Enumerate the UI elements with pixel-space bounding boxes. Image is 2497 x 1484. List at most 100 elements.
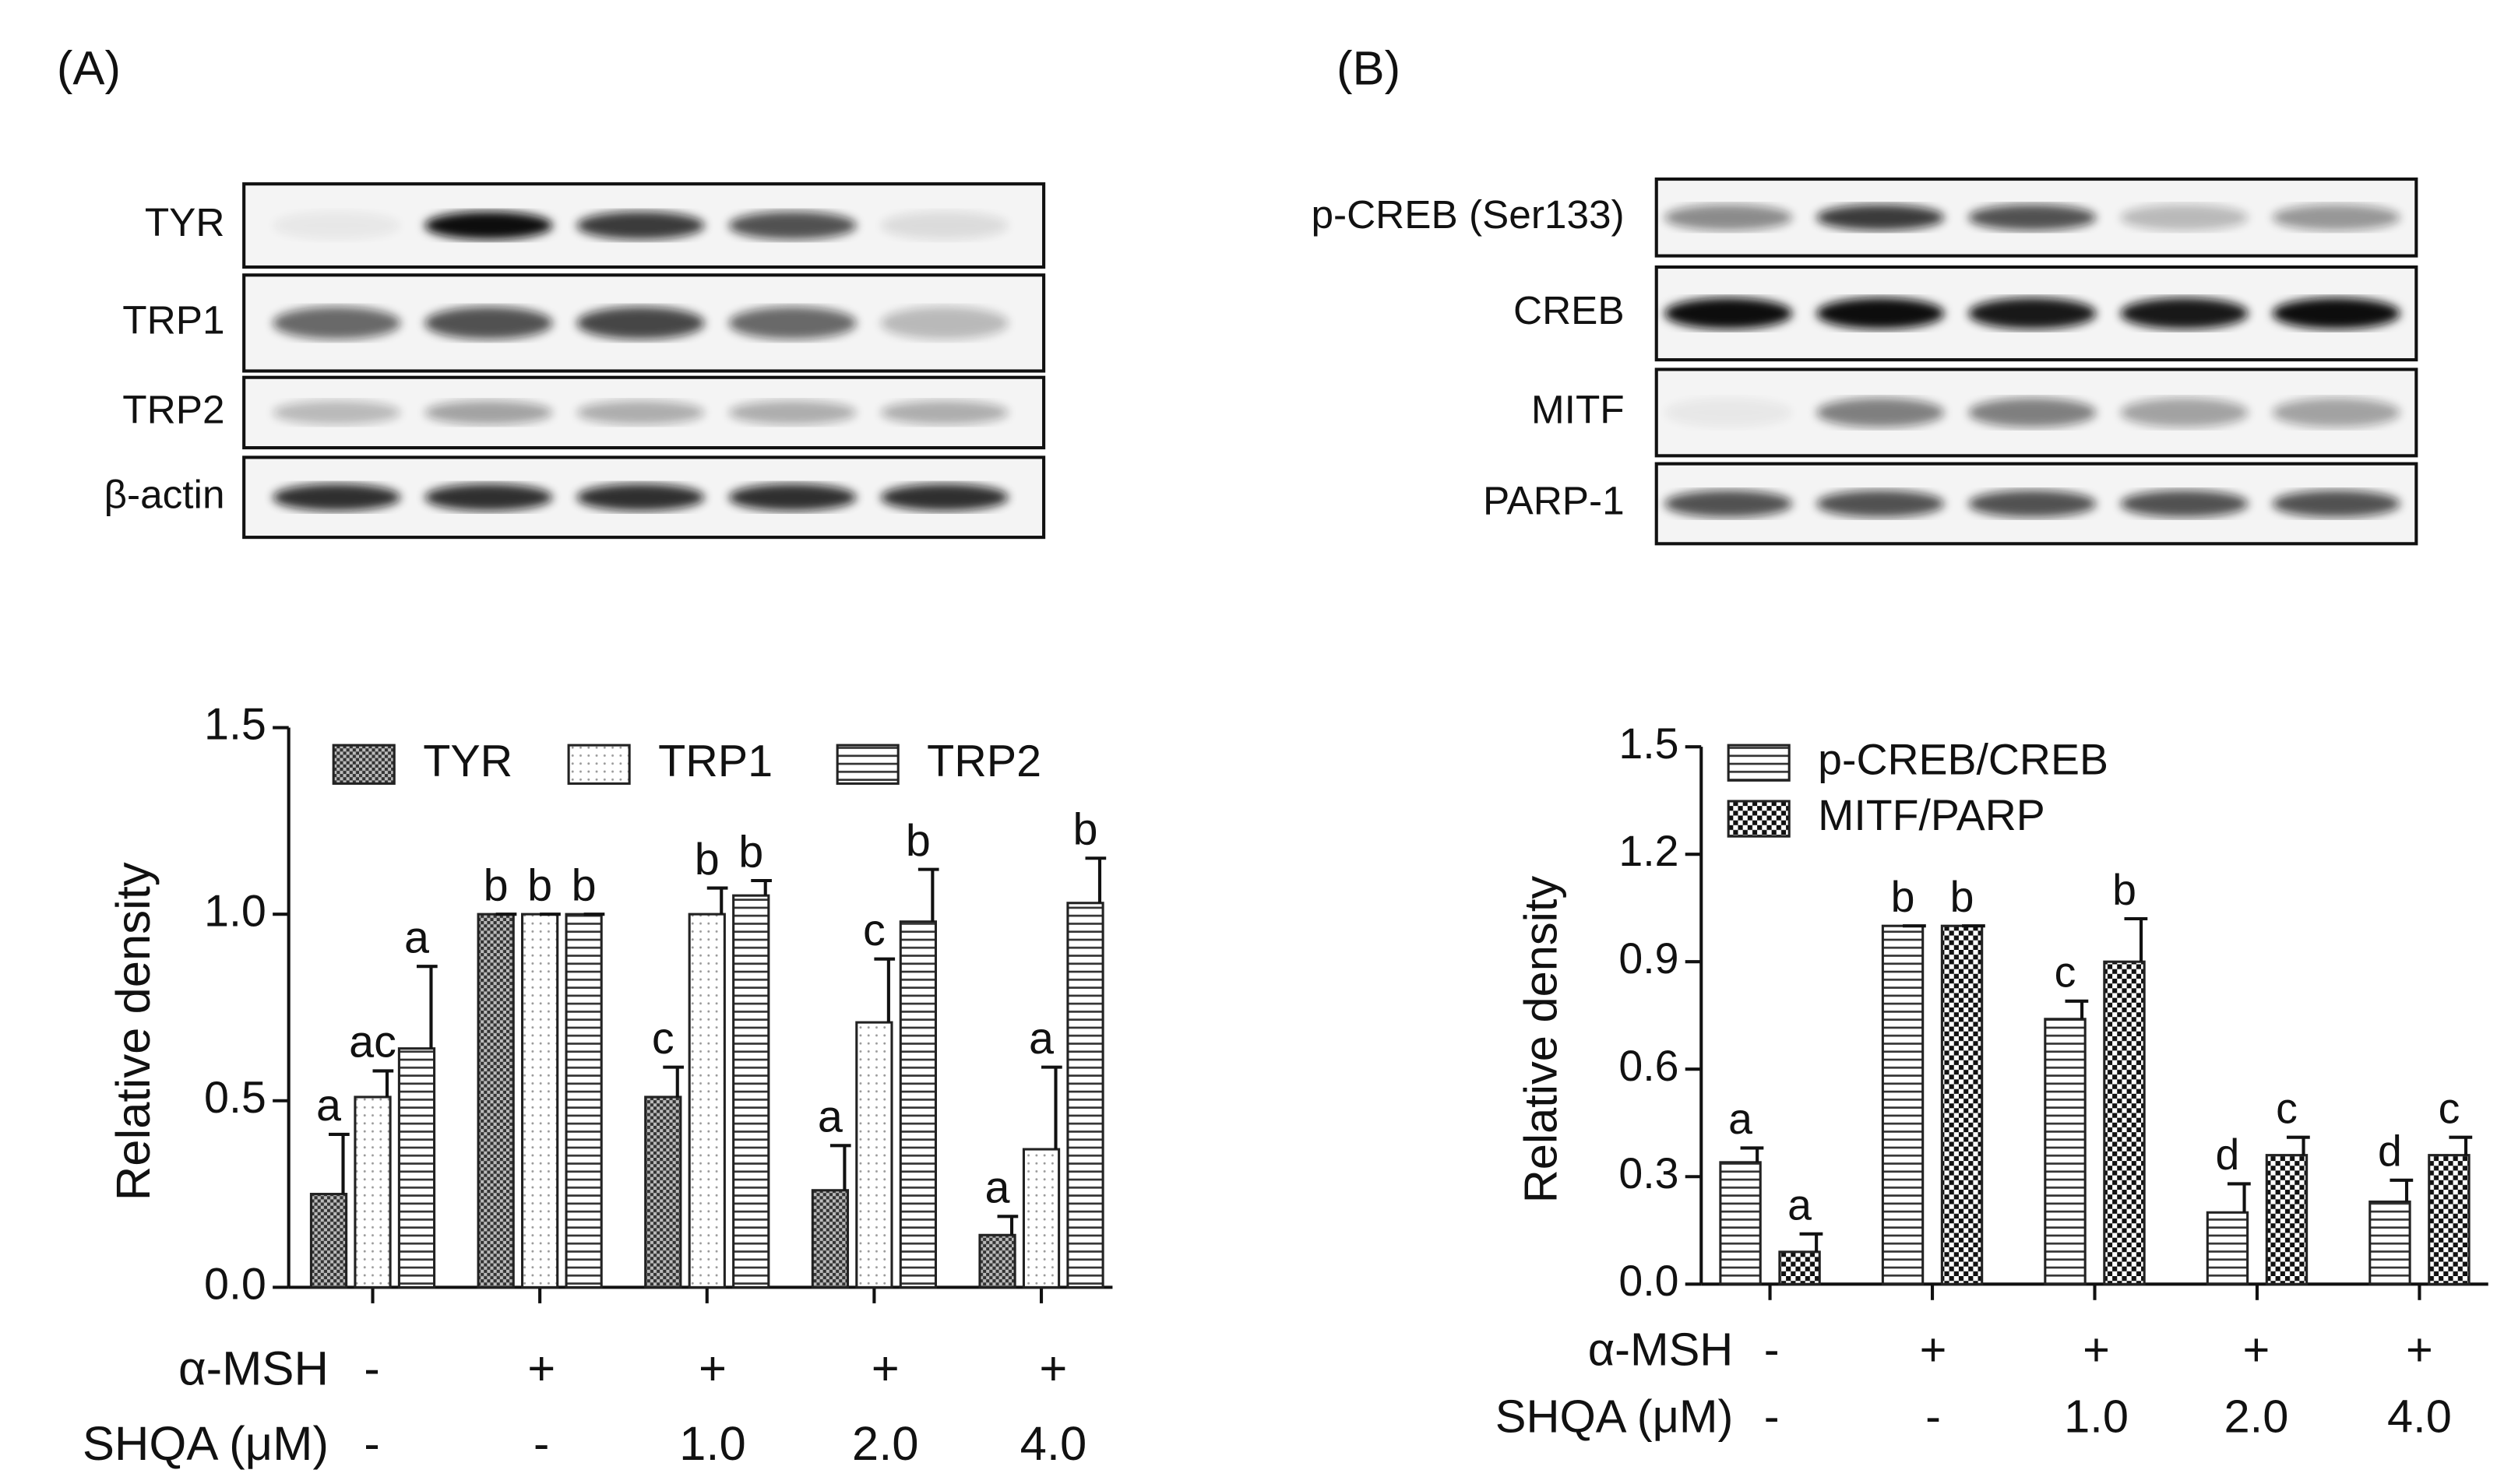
legend-swatch — [332, 744, 396, 785]
treatment-value: 2.0 — [2224, 1391, 2289, 1443]
treatment-value: + — [2243, 1323, 2270, 1375]
bar — [520, 913, 559, 1289]
treatment-value: + — [872, 1342, 900, 1396]
significance-letter: b — [572, 860, 597, 910]
significance-letter: d — [2378, 1127, 2402, 1176]
blot-band — [880, 211, 1009, 240]
legend-label: TRP1 — [658, 737, 773, 786]
blot-label: PARP-1 — [1483, 479, 1625, 523]
panel-label: (A) — [57, 42, 121, 96]
blot-band — [424, 211, 553, 240]
blot-band — [1664, 398, 1793, 427]
blot-band — [576, 306, 705, 339]
significance-letter: c — [863, 906, 886, 955]
blot-band — [273, 211, 401, 240]
bar — [2265, 1154, 2309, 1285]
blot-band — [728, 211, 857, 240]
treatment-value: - — [1925, 1391, 1941, 1443]
bar — [811, 1189, 850, 1289]
blot-label: TYR — [145, 200, 225, 244]
significance-letter: ac — [349, 1018, 396, 1067]
blot-band — [880, 306, 1009, 339]
significance-letter: b — [1073, 805, 1098, 855]
treatment-value: + — [527, 1342, 555, 1396]
significance-letter: a — [1029, 1014, 1054, 1064]
bar — [477, 913, 515, 1289]
bar — [1940, 924, 1984, 1285]
y-tick-label: 0.0 — [1618, 1257, 1678, 1305]
legend-swatch — [836, 744, 900, 785]
significance-letter: c — [652, 1014, 674, 1064]
blot-band — [880, 484, 1009, 512]
blot-band — [728, 400, 857, 425]
blot-band — [2120, 490, 2249, 518]
bar — [1778, 1250, 1821, 1285]
blot-band — [1816, 490, 1945, 518]
blot-band — [273, 400, 401, 425]
bar — [1066, 902, 1104, 1289]
blot-band — [576, 484, 705, 512]
blot-band — [2272, 490, 2400, 518]
bar — [644, 1095, 682, 1289]
treatment-value: - — [364, 1342, 380, 1396]
blot-band — [576, 400, 705, 425]
y-axis-label: Relative density — [107, 862, 160, 1201]
treatment-label: SHQA (μM) — [83, 1417, 329, 1471]
bar — [978, 1233, 1016, 1289]
y-tick-label: 0.0 — [204, 1260, 266, 1310]
bar — [309, 1193, 348, 1289]
blot-label: TRP2 — [122, 387, 224, 431]
bar — [2206, 1211, 2249, 1285]
blot-band — [2272, 297, 2400, 329]
treatment-value: + — [1039, 1342, 1067, 1396]
blot-band — [424, 484, 553, 512]
bar — [1022, 1148, 1061, 1289]
significance-letter: c — [2439, 1084, 2460, 1132]
blot-band — [1968, 398, 2097, 427]
bar — [899, 920, 938, 1289]
treatment-value: + — [2406, 1323, 2433, 1375]
legend-label: TRP2 — [927, 737, 1041, 786]
significance-letter: b — [484, 860, 509, 910]
y-tick-label: 0.6 — [1618, 1042, 1678, 1090]
bar — [397, 1047, 436, 1289]
bar — [688, 913, 726, 1289]
bar — [565, 913, 603, 1289]
bar — [855, 1021, 893, 1289]
blot-label: TRP1 — [122, 297, 224, 342]
significance-letter: b — [695, 835, 720, 884]
bar — [2428, 1154, 2471, 1285]
blot-band — [1664, 297, 1793, 329]
treatment-value: 1.0 — [679, 1417, 746, 1471]
legend-swatch — [567, 744, 631, 785]
blot-band — [728, 484, 857, 512]
significance-letter: a — [1787, 1181, 1812, 1229]
blot-band — [2272, 204, 2400, 231]
significance-letter: b — [1891, 873, 1915, 921]
legend-swatch — [1727, 744, 1791, 782]
blot-band — [2120, 398, 2249, 427]
treatment-label: α-MSH — [1588, 1323, 1734, 1375]
treatment-value: 4.0 — [2387, 1391, 2452, 1443]
y-tick-label: 0.9 — [1618, 934, 1678, 983]
blot-band — [2120, 204, 2249, 231]
significance-letter: b — [2112, 866, 2136, 914]
treatment-value: - — [1764, 1391, 1780, 1443]
blot-band — [1664, 204, 1793, 231]
significance-letter: b — [738, 827, 763, 877]
significance-letter: c — [2276, 1084, 2298, 1132]
y-tick-label: 1.0 — [204, 886, 266, 936]
significance-letter: a — [404, 913, 429, 963]
significance-letter: a — [818, 1092, 843, 1142]
blot-band — [1816, 204, 1945, 231]
bar — [1719, 1161, 1762, 1285]
treatment-value: - — [534, 1417, 550, 1471]
significance-letter: d — [2216, 1131, 2240, 1179]
blot-band — [1968, 490, 2097, 518]
y-tick-label: 1.5 — [204, 700, 266, 750]
legend-swatch — [1727, 800, 1791, 838]
treatment-value: + — [1920, 1323, 1947, 1375]
treatment-label: SHQA (μM) — [1495, 1391, 1734, 1443]
